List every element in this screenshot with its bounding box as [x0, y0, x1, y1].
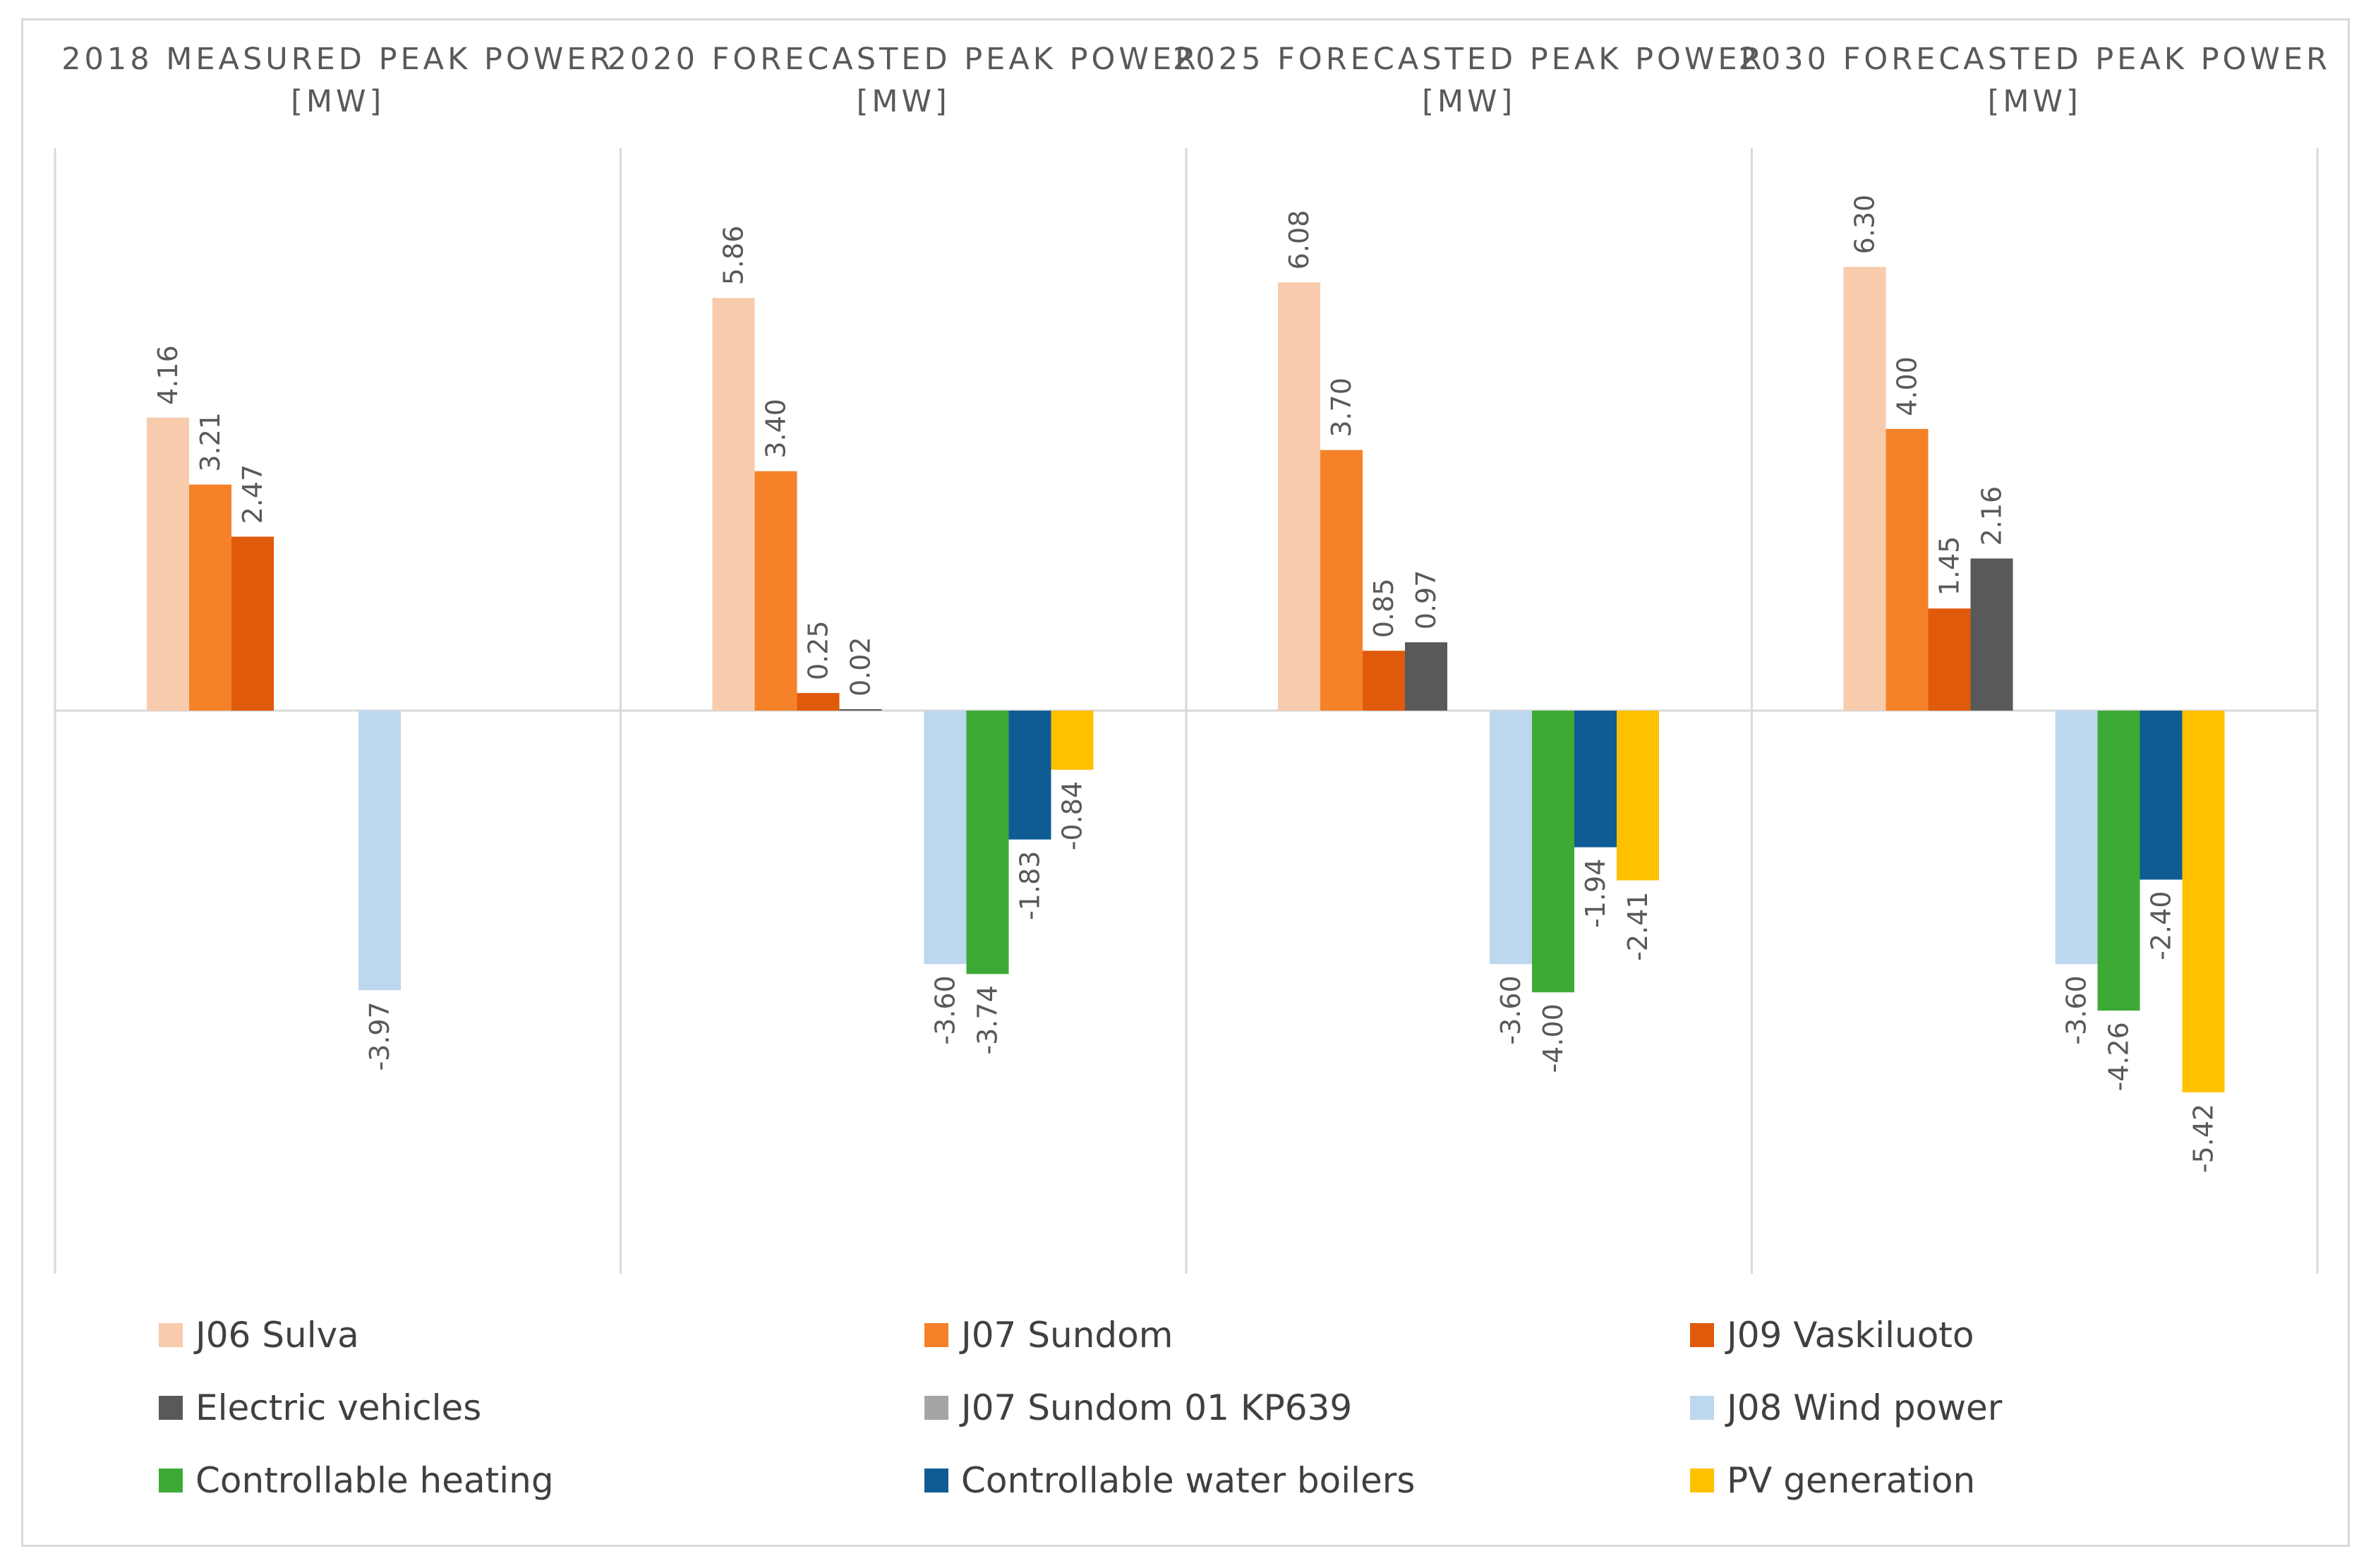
legend-label: J07 Sundom 01 KP639: [961, 1387, 1353, 1428]
bar: [2097, 711, 2140, 1011]
data-label: 5.86: [718, 226, 749, 286]
data-label: 4.00: [1892, 356, 1923, 416]
bar: [797, 693, 840, 711]
legend-swatch: [1690, 1323, 1714, 1347]
legend-label: PV generation: [1727, 1460, 1976, 1501]
legend-item: J06 Sulva: [159, 1313, 359, 1358]
data-label: 0.97: [1411, 570, 1442, 630]
data-label: -2.40: [2146, 891, 2177, 960]
chart-frame: [21, 18, 2350, 1547]
legend-swatch: [1690, 1396, 1714, 1420]
data-label: 0.85: [1368, 579, 1399, 639]
bar: [358, 711, 401, 991]
data-label: 6.30: [1850, 195, 1881, 255]
data-label: 3.70: [1326, 378, 1357, 438]
data-label: 0.02: [845, 637, 876, 696]
bar: [1405, 642, 1447, 711]
legend-label: Controllable water boilers: [961, 1460, 1416, 1501]
data-label: -1.83: [1015, 851, 1046, 920]
bar: [147, 417, 189, 711]
data-label: 0.25: [803, 620, 834, 680]
legend-item: Controllable heating: [159, 1458, 554, 1503]
legend-swatch: [159, 1396, 183, 1420]
legend-swatch: [159, 1469, 183, 1492]
legend-swatch: [159, 1323, 183, 1347]
bar: [924, 711, 967, 965]
legend-swatch: [924, 1323, 948, 1347]
data-label: 3.21: [195, 412, 226, 472]
legend-swatch: [924, 1396, 948, 1420]
legend-item: J09 Vaskiluoto: [1690, 1313, 1974, 1358]
legend: J06 Sulva J07 Sundom J09 Vaskiluoto Electri…: [0, 1313, 2371, 1524]
bar: [712, 298, 755, 711]
bar: [1617, 711, 1659, 881]
legend-swatch: [1690, 1469, 1714, 1492]
data-label: -4.26: [2104, 1022, 2135, 1091]
panel-title: 2030 FORECASTED PEAK POWER [MW]: [1739, 42, 2331, 119]
legend-label: J08 Wind power: [1727, 1387, 2003, 1428]
data-label: 4.16: [152, 345, 183, 405]
panel-title: 2025 FORECASTED PEAK POWER [MW]: [1173, 42, 1765, 119]
bar: [1278, 282, 1320, 711]
bar: [1490, 711, 1532, 965]
data-label: -2.41: [1622, 892, 1653, 961]
bar: [1928, 608, 1971, 711]
legend-label: J06 Sulva: [195, 1315, 359, 1356]
chart-area: 2018 MEASURED PEAK POWER [MW]2020 FORECAS…: [54, 42, 2331, 1274]
data-label: -5.42: [2188, 1104, 2219, 1173]
bar: [1051, 711, 1094, 770]
data-label: -3.60: [1495, 975, 1526, 1044]
bar: [966, 711, 1009, 975]
legend-item: Controllable water boilers: [924, 1458, 1415, 1503]
bar: [1320, 450, 1363, 711]
data-label: -3.60: [2061, 975, 2092, 1044]
data-label: -1.94: [1580, 859, 1611, 928]
panel-title: 2018 MEASURED PEAK POWER [MW]: [61, 42, 614, 119]
bar: [1843, 267, 1886, 711]
data-label: 1.45: [1934, 536, 1965, 596]
bar: [1363, 651, 1405, 711]
bar: [189, 484, 231, 711]
panel-title: 2020 FORECASTED PEAK POWER [MW]: [608, 42, 1200, 119]
data-label: -3.74: [972, 985, 1003, 1054]
bar: [839, 709, 882, 711]
bar: [754, 471, 797, 711]
legend-label: Electric vehicles: [195, 1387, 482, 1428]
data-label: 6.08: [1284, 210, 1315, 270]
data-label: -3.60: [930, 975, 961, 1044]
legend-item: PV generation: [1690, 1458, 1975, 1503]
bar: [231, 536, 274, 711]
data-label: -3.97: [364, 1001, 395, 1071]
data-label: 3.40: [761, 399, 792, 459]
data-label: 2.16: [1977, 486, 2008, 546]
legend-label: Controllable heating: [195, 1460, 554, 1501]
bar: [1886, 428, 1929, 711]
bar: [1532, 711, 1574, 993]
data-label: -4.00: [1538, 1003, 1569, 1073]
legend-item: Electric vehicles: [159, 1385, 481, 1430]
bar: [2182, 711, 2225, 1092]
legend-item: J07 Sundom: [924, 1313, 1173, 1358]
bar: [1008, 711, 1051, 840]
bar: [2055, 711, 2098, 965]
data-label: 2.47: [237, 464, 268, 524]
bar: [2140, 711, 2183, 880]
bar: [1574, 711, 1617, 848]
legend-swatch: [924, 1469, 948, 1492]
bar: [1970, 558, 2013, 711]
legend-item: J08 Wind power: [1690, 1385, 2002, 1430]
data-label: -0.84: [1057, 781, 1088, 850]
legend-item: J07 Sundom 01 KP639: [924, 1385, 1352, 1430]
legend-label: J09 Vaskiluoto: [1727, 1315, 1974, 1356]
legend-label: J07 Sundom: [961, 1315, 1174, 1356]
